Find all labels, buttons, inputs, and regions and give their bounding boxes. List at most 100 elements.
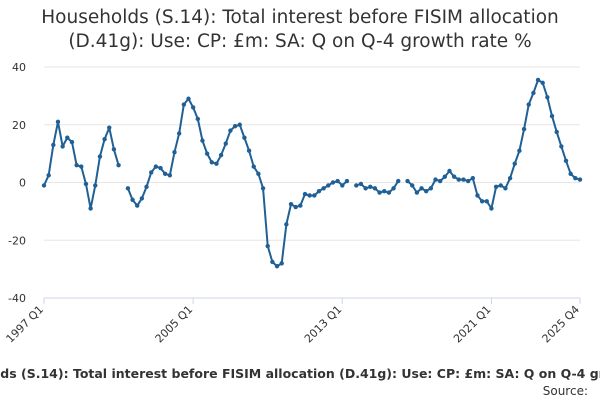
data-point[interactable] (526, 102, 531, 107)
data-point[interactable] (93, 183, 98, 188)
data-point[interactable] (279, 261, 284, 266)
data-point[interactable] (88, 206, 93, 211)
data-point[interactable] (288, 201, 294, 207)
data-point[interactable] (503, 186, 508, 191)
data-point[interactable] (363, 186, 368, 191)
data-point[interactable] (232, 123, 238, 129)
data-point[interactable] (139, 196, 145, 201)
data-point[interactable] (74, 162, 79, 168)
data-point[interactable] (354, 183, 359, 188)
data-point[interactable] (83, 181, 89, 187)
data-point[interactable] (451, 174, 457, 179)
data-point[interactable] (293, 204, 298, 210)
data-point[interactable] (512, 161, 517, 166)
data-point[interactable] (554, 129, 559, 135)
data-point[interactable] (158, 165, 163, 171)
data-point[interactable] (414, 190, 420, 195)
data-point[interactable] (51, 142, 56, 148)
data-point[interactable] (568, 171, 573, 177)
data-point[interactable] (204, 151, 210, 156)
data-point[interactable] (302, 191, 308, 197)
data-point[interactable] (470, 175, 475, 181)
data-point[interactable] (545, 95, 550, 100)
data-point[interactable] (447, 168, 452, 174)
data-point[interactable] (190, 105, 196, 110)
data-point[interactable] (368, 184, 373, 190)
data-point[interactable] (116, 162, 121, 168)
data-point[interactable] (274, 264, 280, 269)
data-point[interactable] (563, 158, 569, 164)
data-point[interactable] (270, 259, 275, 265)
data-point[interactable] (531, 90, 536, 96)
data-point[interactable] (153, 164, 159, 169)
data-point[interactable] (298, 203, 303, 208)
data-point[interactable] (97, 154, 103, 159)
data-point[interactable] (55, 119, 61, 125)
data-point[interactable] (484, 199, 489, 204)
data-point[interactable] (181, 102, 187, 107)
data-point[interactable] (428, 186, 434, 191)
data-point[interactable] (549, 113, 555, 119)
data-point[interactable] (125, 186, 131, 191)
data-point[interactable] (410, 183, 415, 188)
data-point[interactable] (284, 222, 289, 227)
data-point[interactable] (433, 177, 438, 182)
data-point[interactable] (251, 164, 256, 169)
data-point[interactable] (521, 126, 527, 132)
data-point[interactable] (573, 175, 578, 181)
data-point[interactable] (214, 161, 219, 166)
data-point[interactable] (316, 188, 322, 194)
data-point[interactable] (60, 144, 65, 149)
data-point[interactable] (372, 186, 378, 191)
data-point[interactable] (340, 183, 345, 188)
data-point[interactable] (396, 178, 401, 184)
data-point[interactable] (358, 181, 364, 187)
data-point[interactable] (498, 183, 503, 188)
data-point[interactable] (265, 243, 270, 249)
data-point[interactable] (162, 171, 168, 177)
data-point[interactable] (69, 139, 75, 145)
data-point[interactable] (223, 141, 228, 146)
data-point[interactable] (111, 147, 117, 152)
data-point[interactable] (237, 122, 242, 127)
data-point[interactable] (465, 178, 471, 184)
data-point[interactable] (130, 197, 135, 203)
data-point[interactable] (321, 186, 326, 191)
data-point[interactable] (200, 138, 205, 143)
data-point[interactable] (437, 178, 443, 184)
data-point[interactable] (242, 135, 247, 140)
data-point[interactable] (135, 203, 140, 208)
data-point[interactable] (419, 186, 424, 191)
data-point[interactable] (475, 193, 480, 198)
data-point[interactable] (382, 188, 387, 194)
data-point[interactable] (256, 171, 261, 177)
data-point[interactable] (493, 184, 499, 190)
data-point[interactable] (195, 116, 201, 122)
data-point[interactable] (65, 135, 70, 140)
data-point[interactable] (209, 160, 214, 165)
data-point[interactable] (386, 190, 392, 195)
data-point[interactable] (517, 148, 522, 153)
data-point[interactable] (456, 177, 462, 182)
data-point[interactable] (461, 177, 466, 182)
data-point[interactable] (335, 178, 340, 184)
data-point[interactable] (540, 80, 545, 86)
data-point[interactable] (218, 152, 224, 158)
data-point[interactable] (246, 148, 252, 153)
data-point[interactable] (391, 186, 396, 191)
data-point[interactable] (559, 144, 564, 149)
data-point[interactable] (46, 173, 51, 178)
data-point[interactable] (330, 180, 336, 185)
data-point[interactable] (260, 186, 266, 191)
data-point[interactable] (144, 184, 149, 190)
data-point[interactable] (41, 183, 47, 188)
data-point[interactable] (507, 175, 513, 181)
data-point[interactable] (149, 170, 154, 175)
data-point[interactable] (405, 178, 410, 184)
data-point[interactable] (479, 199, 485, 204)
data-point[interactable] (172, 149, 177, 155)
data-point[interactable] (442, 174, 448, 179)
data-point[interactable] (423, 188, 429, 194)
data-point[interactable] (344, 178, 350, 184)
data-point[interactable] (186, 96, 191, 101)
